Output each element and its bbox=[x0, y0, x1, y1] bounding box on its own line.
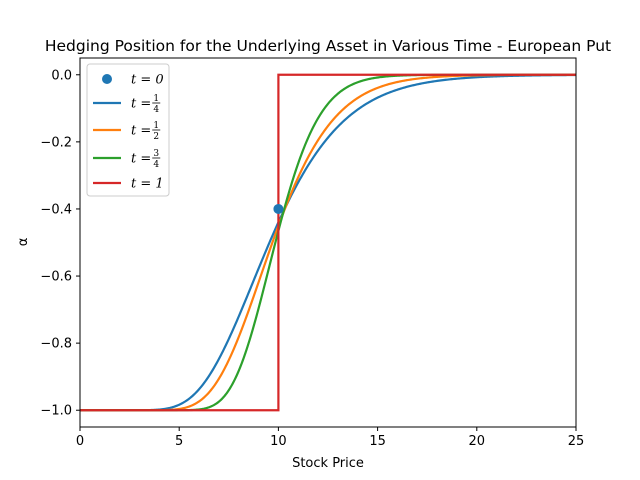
legend-entry-0: t = 0 bbox=[102, 73, 164, 88]
legend-label-1: t = bbox=[131, 97, 151, 112]
legend-entry-4: t = 1 bbox=[93, 177, 164, 192]
legend-box bbox=[86, 63, 170, 197]
legend-frac-num-2: 1 bbox=[153, 121, 159, 131]
series-group bbox=[80, 73, 576, 412]
axes-frame bbox=[79, 57, 577, 428]
series-t-1-4-line bbox=[80, 73, 576, 412]
y-tick-label-1: −0.2 bbox=[40, 135, 72, 150]
x-tick-label-4: 20 bbox=[469, 434, 486, 449]
legend-frac-num-1: 1 bbox=[153, 94, 159, 104]
x-axis-label: Stock Price bbox=[292, 456, 364, 471]
legend-label-3: t = bbox=[131, 152, 151, 167]
chart-title: Hedging Position for the Underlying Asse… bbox=[45, 37, 611, 55]
plot-area: 0 5 10 15 20 25 0.0 −0.2 −0.4 −0.6 −0.8 −1.0 bbox=[40, 57, 585, 449]
y-tick-label-3: −0.6 bbox=[40, 270, 72, 285]
legend-frac-num-3: 3 bbox=[153, 149, 159, 159]
y-tick-label-2: −0.4 bbox=[40, 202, 72, 217]
x-tick-label-3: 15 bbox=[369, 434, 386, 449]
x-tick-label-0: 0 bbox=[76, 434, 84, 449]
x-tick-label-1: 5 bbox=[175, 434, 183, 449]
legend-entry-2: t = 12 bbox=[93, 121, 161, 142]
legend-entry-1: t = 14 bbox=[93, 94, 161, 115]
y-tick-label-5: −1.0 bbox=[40, 404, 72, 419]
legend-label-2: t = bbox=[131, 124, 151, 139]
series-t0-point-0 bbox=[273, 203, 284, 214]
legend-label-0: t = 0 bbox=[131, 73, 164, 88]
y-tick-label-0: 0.0 bbox=[51, 68, 72, 83]
legend-marker-0 bbox=[102, 74, 112, 84]
legend-label-4: t = 1 bbox=[131, 177, 164, 192]
legend: t = 0t = 14t = 12t = 34t = 1 bbox=[86, 63, 170, 197]
legend-entry-3: t = 34 bbox=[93, 149, 161, 170]
x-tick-label-2: 10 bbox=[270, 434, 287, 449]
y-axis-label: α bbox=[16, 238, 31, 247]
legend-frac-den-3: 4 bbox=[153, 160, 159, 170]
legend-frac-den-2: 2 bbox=[153, 132, 159, 142]
y-tick-label-4: −0.8 bbox=[40, 337, 72, 352]
x-tick-label-5: 25 bbox=[568, 434, 585, 449]
legend-frac-den-1: 4 bbox=[153, 105, 159, 115]
